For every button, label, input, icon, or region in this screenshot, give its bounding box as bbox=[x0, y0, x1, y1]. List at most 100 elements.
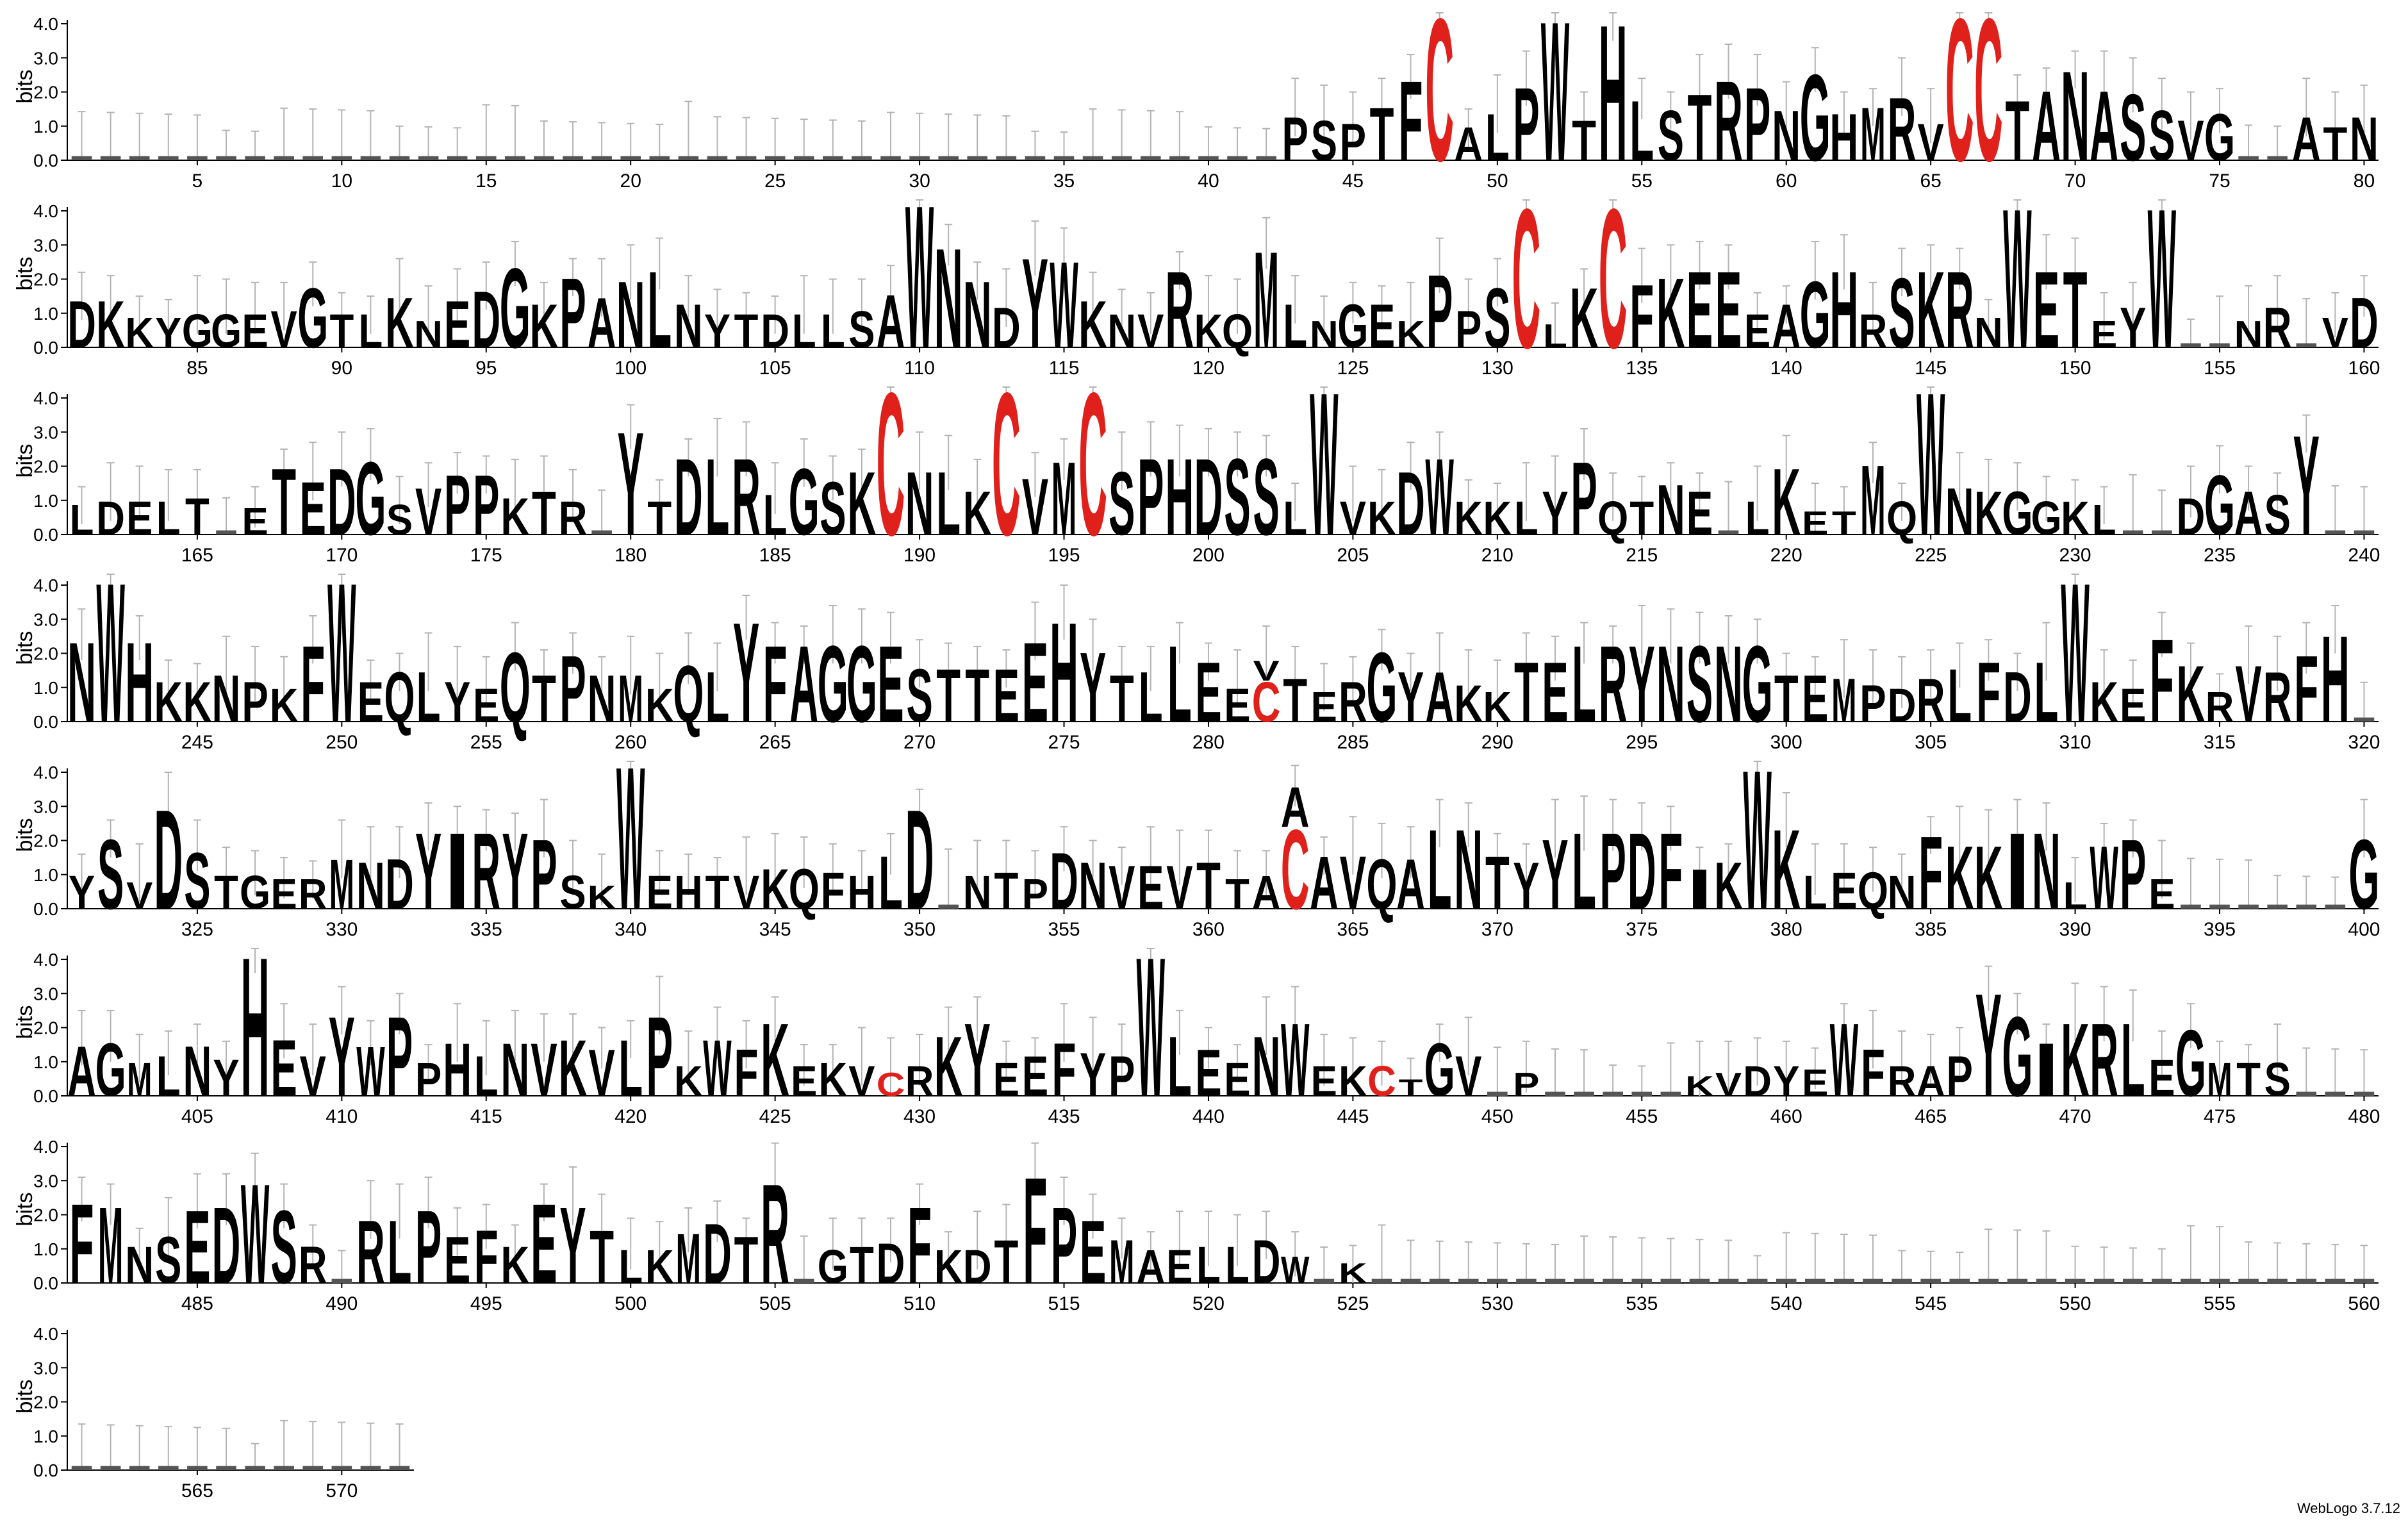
low-info-stack bbox=[2181, 1278, 2201, 1283]
logo-letter-V: V bbox=[848, 1057, 875, 1105]
logo-letter-N: N bbox=[963, 262, 992, 368]
logo-letter-R: R bbox=[559, 492, 588, 545]
low-info-stack bbox=[475, 156, 497, 160]
x-tick-label: 255 bbox=[470, 732, 502, 753]
low-info-stack bbox=[764, 156, 786, 160]
x-tick-label: 550 bbox=[2059, 1293, 2091, 1314]
low-info-stack bbox=[823, 156, 843, 160]
low-info-stack bbox=[1660, 1091, 1681, 1096]
low-info-stack bbox=[2093, 1278, 2115, 1283]
logo-letter-A: A bbox=[67, 1032, 96, 1112]
logo-letter-R: R bbox=[761, 1155, 789, 1314]
y-tick-label: 3.0 bbox=[33, 1171, 58, 1191]
x-tick-label: 445 bbox=[1337, 1106, 1369, 1127]
x-tick-label: 535 bbox=[1626, 1293, 1658, 1314]
low-info-stack bbox=[534, 156, 554, 160]
x-tick-label: 370 bbox=[1481, 919, 1513, 940]
logo-letter-K: K bbox=[501, 1237, 530, 1295]
y-axis-label: bits bbox=[13, 1005, 37, 1039]
logo-letter-W: W bbox=[1743, 729, 1771, 952]
logo-letter-M: M bbox=[127, 1054, 152, 1106]
x-tick-label: 205 bbox=[1337, 545, 1369, 566]
logo-letter-W: W bbox=[1281, 1250, 1310, 1291]
logo-letter-L: L bbox=[388, 1202, 412, 1303]
low-info-stack bbox=[302, 1466, 324, 1470]
logo-letter-P: P bbox=[1282, 105, 1308, 174]
low-info-stack bbox=[1747, 1278, 1768, 1283]
logo-letter-N: N bbox=[1107, 305, 1136, 358]
logo-letter-E: E bbox=[2148, 870, 2175, 918]
logo-letter-C: C bbox=[877, 351, 905, 578]
y-tick-label: 3.0 bbox=[33, 422, 58, 442]
logo-letter-L: L bbox=[1428, 807, 1452, 934]
logo-letter-K: K bbox=[645, 1241, 674, 1293]
logo-letter-S: S bbox=[848, 301, 875, 359]
x-tick-label: 285 bbox=[1337, 732, 1369, 753]
logo-letter-D: D bbox=[1743, 1057, 1772, 1105]
logo-letter-Y: Y bbox=[2293, 406, 2320, 565]
logo-letter-L: L bbox=[359, 305, 383, 358]
low-info-stack bbox=[1256, 156, 1276, 160]
logo-letter-D: D bbox=[1194, 436, 1223, 558]
low-info-stack bbox=[1053, 156, 1075, 160]
logo-letter-G: G bbox=[1800, 50, 1831, 187]
logo-letter-T: T bbox=[734, 305, 759, 358]
logo-letter-F: F bbox=[734, 1037, 759, 1111]
low-info-stack bbox=[2354, 1091, 2375, 1096]
logo-letter-K: K bbox=[1454, 492, 1483, 545]
logo-letter-N: N bbox=[1888, 866, 1917, 919]
x-tick-label: 395 bbox=[2204, 919, 2236, 940]
x-tick-label: 185 bbox=[759, 545, 791, 566]
logo-letter-V: V bbox=[2235, 649, 2261, 739]
logo-letter-A: A bbox=[2292, 105, 2321, 174]
logo-letter-L: L bbox=[1139, 658, 1163, 738]
logo-letter-V: V bbox=[733, 866, 759, 919]
x-tick-label: 65 bbox=[1920, 170, 1941, 192]
logo-letter-E: E bbox=[993, 654, 1019, 739]
logo-letter-T: T bbox=[705, 866, 730, 919]
low-info-stack bbox=[1025, 156, 1046, 160]
logo-letter-A: A bbox=[1310, 841, 1339, 926]
y-tick-label: 3.0 bbox=[33, 609, 58, 629]
logo-letter-G: G bbox=[2204, 101, 2235, 175]
low-info-stack bbox=[2122, 530, 2143, 534]
logo-letter-A: A bbox=[1917, 1057, 1945, 1105]
low-info-stack bbox=[2325, 1278, 2346, 1283]
logo-letter-G: G bbox=[818, 624, 848, 745]
low-info-stack bbox=[563, 156, 583, 160]
logo-letter-F: F bbox=[1023, 1145, 1048, 1315]
logo-letter-V: V bbox=[1340, 492, 1366, 545]
x-tick-label: 140 bbox=[1770, 358, 1802, 379]
x-tick-label: 190 bbox=[903, 545, 936, 566]
logo-letter-W: W bbox=[356, 1032, 385, 1112]
x-tick-label: 75 bbox=[2209, 170, 2230, 192]
logo-letter-Y: Y bbox=[444, 671, 470, 734]
y-tick-label: 0.0 bbox=[33, 1460, 58, 1480]
x-tick-label: 60 bbox=[1776, 170, 1797, 192]
logo-letter-M: M bbox=[1254, 222, 1279, 376]
x-tick-label: 360 bbox=[1192, 919, 1225, 940]
logo-letter-A: A bbox=[2032, 71, 2061, 182]
logo-letter-F: F bbox=[907, 1185, 932, 1307]
low-info-stack bbox=[505, 156, 525, 160]
logo-letter-A: A bbox=[877, 280, 905, 365]
logo-letter-W: W bbox=[1425, 436, 1453, 558]
x-tick-label: 340 bbox=[614, 919, 647, 940]
logo-letter-Y: Y bbox=[329, 994, 355, 1121]
logo-letter-C: C bbox=[992, 351, 1021, 578]
logo-letter-Q: Q bbox=[1858, 863, 1888, 920]
logo-letter-W: W bbox=[1541, 0, 1569, 203]
logo-letter-A: A bbox=[1281, 776, 1310, 840]
logo-letter-Y: Y bbox=[618, 401, 644, 566]
logo-letter-R: R bbox=[1859, 305, 1888, 358]
low-info-stack bbox=[1400, 1278, 1421, 1283]
logo-letter-P: P bbox=[415, 1190, 441, 1306]
logo-letter-W: W bbox=[1830, 1003, 1858, 1119]
logo-letter-L: L bbox=[763, 484, 788, 547]
logo-letter-E: E bbox=[2148, 1050, 2175, 1107]
logo-letter-C: C bbox=[1974, 0, 2003, 204]
y-tick-label: 1.0 bbox=[33, 865, 58, 885]
logo-letter-T: T bbox=[965, 654, 989, 739]
x-tick-label: 380 bbox=[1770, 919, 1802, 940]
logo-letter-I: I bbox=[445, 811, 470, 932]
